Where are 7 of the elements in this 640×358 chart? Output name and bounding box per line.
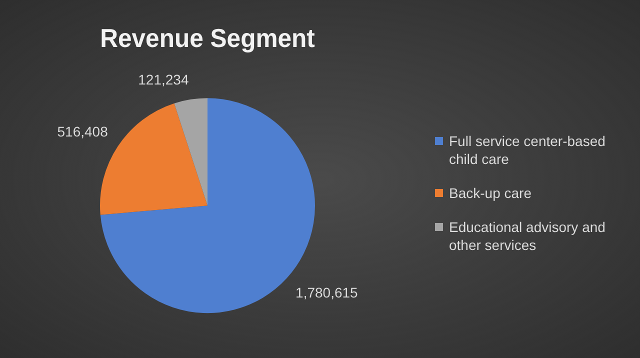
data-label: 1,780,615 xyxy=(296,284,358,300)
legend-label: Full service center-based child care xyxy=(449,132,606,168)
data-label: 121,234 xyxy=(138,71,189,88)
data-label: 516,408 xyxy=(57,123,108,140)
legend-label: Back-up care xyxy=(449,184,532,202)
chart-title: Revenue Segment xyxy=(100,24,316,53)
legend-label: Educational advisory and other services xyxy=(449,218,606,254)
